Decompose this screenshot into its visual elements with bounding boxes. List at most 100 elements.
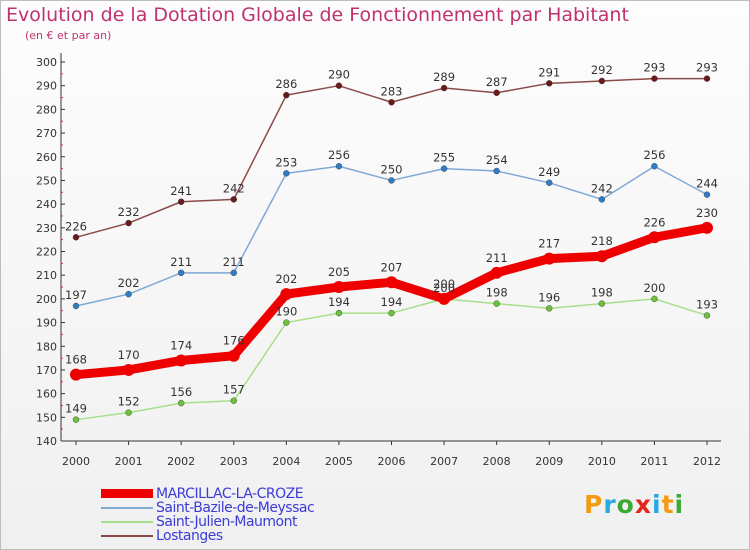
data-label: 200: [433, 281, 455, 295]
data-label: 244: [696, 177, 718, 191]
logo-letter: P: [584, 490, 604, 519]
data-point: [230, 397, 237, 404]
x-tick-label: 2009: [535, 455, 563, 468]
data-label: 253: [275, 155, 297, 169]
data-label: 194: [381, 295, 403, 309]
data-point: [546, 305, 553, 312]
x-tick-label: 2005: [325, 455, 353, 468]
data-point: [703, 191, 711, 198]
data-point: [335, 82, 343, 89]
data-point: [440, 165, 448, 172]
data-point: [280, 288, 293, 301]
data-point: [595, 250, 608, 263]
data-point: [335, 309, 343, 317]
data-point: [385, 276, 398, 289]
data-label: 291: [538, 65, 560, 79]
data-label: 202: [275, 272, 297, 286]
legend-swatch: [101, 521, 153, 523]
data-label: 250: [381, 162, 403, 176]
data-label: 198: [486, 286, 508, 300]
data-point: [598, 300, 606, 307]
series-2: [72, 295, 711, 423]
data-label: 152: [118, 395, 140, 409]
data-point: [651, 163, 658, 170]
x-tick-label: 2008: [483, 455, 511, 468]
x-tick-label: 2001: [115, 455, 143, 468]
legend-swatch: [101, 489, 153, 498]
y-tick-label: 290: [36, 80, 57, 93]
y-tick-label: 220: [36, 246, 57, 259]
x-tick-label: 2006: [378, 455, 406, 468]
data-label: 170: [118, 348, 140, 362]
data-label: 290: [328, 68, 350, 82]
data-label: 174: [170, 338, 192, 352]
data-point: [335, 163, 343, 170]
data-label: 168: [65, 353, 87, 367]
data-label: 256: [328, 148, 350, 162]
data-label: 149: [65, 402, 87, 416]
data-label: 283: [381, 84, 403, 98]
x-tick-label: 2012: [693, 455, 721, 468]
data-label: 293: [696, 61, 718, 75]
y-tick-label: 230: [36, 222, 57, 235]
data-point: [543, 252, 556, 265]
legend-label: MARCILLAC-LA-CROZE: [156, 486, 304, 502]
data-point: [125, 219, 132, 227]
data-label: 202: [118, 276, 140, 290]
data-label: 293: [643, 61, 665, 75]
data-label: 226: [65, 219, 87, 233]
data-point: [490, 266, 503, 279]
data-point: [388, 309, 395, 317]
y-tick-label: 170: [36, 364, 57, 377]
data-label: 289: [433, 70, 455, 84]
data-label: 242: [591, 181, 613, 195]
x-tick-label: 2007: [430, 455, 458, 468]
legend-swatch: [101, 535, 153, 537]
data-point: [388, 99, 395, 106]
y-tick-label: 250: [36, 174, 57, 187]
axes: 140 150 160 170 180 190 200 210 220 230 240 250 260 2…: [36, 53, 721, 468]
data-label: 218: [591, 234, 613, 248]
y-tick-label: 190: [36, 317, 57, 330]
data-label: 198: [591, 286, 613, 300]
data-label: 157: [223, 383, 245, 397]
data-point: [72, 234, 80, 241]
data-label: 230: [696, 206, 718, 220]
data-point: [175, 354, 188, 367]
y-tick-label: 240: [36, 198, 57, 211]
data-point: [703, 312, 711, 319]
y-tick-label: 260: [36, 151, 57, 164]
data-label: 193: [696, 297, 718, 311]
data-point: [72, 416, 80, 423]
data-label: 249: [538, 165, 560, 179]
data-labels: 226 232 241 242 286 290 283 289 287 291 292 293 293 1…: [65, 61, 718, 416]
data-point: [598, 77, 606, 85]
x-tick-label: 2011: [640, 455, 668, 468]
y-tick-label: 150: [36, 411, 57, 424]
series-layer: [70, 75, 713, 423]
x-tick-label: 2003: [220, 455, 248, 468]
x-tick-label: 2004: [272, 455, 300, 468]
data-label: 205: [328, 265, 350, 279]
x-tick-label: 2000: [62, 455, 90, 468]
data-point: [70, 368, 82, 381]
data-point: [651, 295, 658, 303]
chart-title: Evolution de la Dotation Globale de Fonc…: [6, 4, 629, 26]
data-label: 176: [223, 334, 245, 348]
data-label: 256: [643, 148, 665, 162]
data-label: 200: [643, 281, 665, 295]
data-point: [72, 302, 80, 310]
data-point: [701, 221, 713, 234]
data-label: 241: [170, 184, 192, 198]
data-point: [440, 84, 448, 92]
data-point: [438, 292, 451, 305]
y-tick-label: 280: [36, 103, 57, 116]
data-label: 242: [223, 181, 245, 195]
data-label: 292: [591, 63, 613, 77]
data-label: 287: [486, 75, 508, 89]
series-3: [72, 75, 711, 241]
data-point: [283, 170, 290, 177]
data-point: [177, 399, 185, 407]
data-label: 190: [275, 305, 297, 319]
logo-letter: x: [634, 490, 652, 519]
